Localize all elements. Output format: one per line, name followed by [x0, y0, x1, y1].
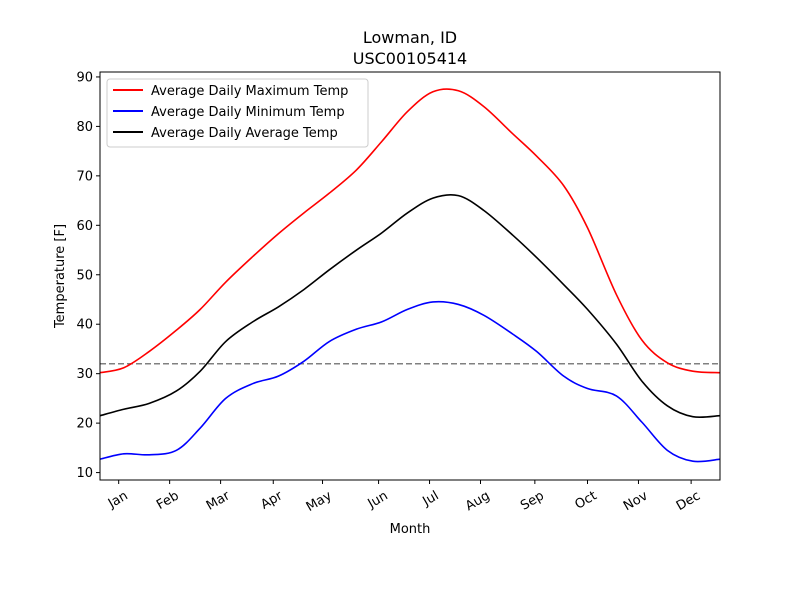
- max-temp-line: [99, 88, 721, 374]
- x-tick-label: Apr: [258, 488, 286, 513]
- avg-temp-line: [99, 193, 721, 419]
- y-tick-label: 10: [76, 466, 93, 481]
- x-tick-label: May: [304, 488, 335, 515]
- x-axis: Jan Feb Mar Apr May Jun Jul Aug Sep Oct Nov Dec: [105, 480, 703, 515]
- y-tick-label: 50: [76, 268, 93, 283]
- plot-frame: [99, 71, 721, 481]
- x-tick-label: Oct: [573, 488, 600, 512]
- chart-subtitle: USC00105414: [353, 49, 467, 68]
- x-tick-label: Feb: [154, 488, 181, 513]
- legend-frame: [106, 78, 369, 148]
- x-tick-label: Jan: [105, 488, 131, 512]
- x-axis-label: Month: [390, 522, 431, 537]
- y-tick-label: 90: [76, 70, 93, 85]
- legend-label-avg: Average Daily Average Temp: [151, 126, 338, 141]
- plot-area: [99, 88, 721, 463]
- min-temp-line: [99, 300, 721, 463]
- x-tick-label: Sep: [518, 488, 547, 513]
- y-tick-label: 20: [76, 417, 93, 432]
- y-tick-label: 70: [76, 169, 93, 184]
- legend-label-min: Average Daily Minimum Temp: [151, 105, 345, 120]
- x-tick-label: Jun: [365, 488, 391, 512]
- legend-label-max: Average Daily Maximum Temp: [151, 84, 348, 99]
- y-tick-label: 60: [76, 219, 93, 234]
- legend: Average Daily Maximum Temp Average Daily…: [106, 78, 369, 148]
- y-axis: 10 20 30 40 50 60 70 80 90: [76, 70, 100, 481]
- y-axis-label: Temperature [F]: [53, 224, 68, 329]
- chart-title: Lowman, ID: [363, 28, 457, 47]
- y-tick-label: 80: [76, 120, 93, 135]
- x-tick-label: Nov: [621, 488, 651, 514]
- x-tick-label: Jul: [420, 488, 442, 509]
- x-tick-label: Mar: [204, 488, 233, 514]
- x-tick-label: Aug: [463, 488, 492, 514]
- y-tick-label: 40: [76, 318, 93, 333]
- x-tick-label: Dec: [674, 488, 703, 514]
- y-tick-label: 30: [76, 367, 93, 382]
